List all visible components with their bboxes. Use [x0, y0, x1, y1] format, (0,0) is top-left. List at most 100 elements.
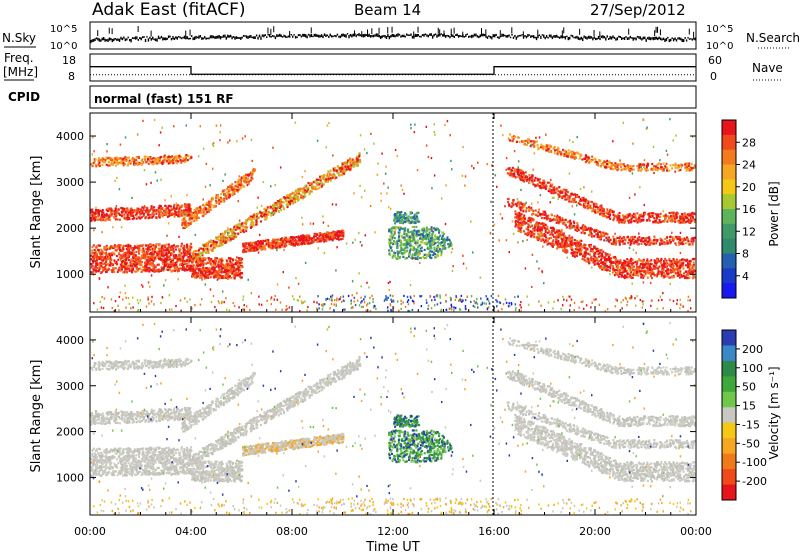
power-cell: [268, 211, 270, 213]
power-cell: [528, 141, 530, 143]
nsky-point: [631, 37, 632, 38]
power-cell: [272, 239, 274, 241]
power-cell: [128, 259, 130, 261]
nsky-point: [368, 34, 369, 37]
power-cell: [291, 202, 293, 204]
nsky-point: [272, 35, 273, 37]
power-cell: [394, 237, 396, 239]
nsky-point: [403, 35, 404, 38]
power-cell: [239, 275, 241, 277]
power-cell: [600, 165, 602, 167]
frequency-line: [90, 67, 696, 75]
power-cell: [435, 250, 437, 252]
power-cell: [143, 213, 145, 215]
power-cell: [400, 214, 402, 216]
power-cell: [400, 227, 402, 229]
power-cell: [604, 161, 606, 163]
power-cell: [519, 141, 521, 143]
power-cell: [391, 229, 393, 231]
nsky-point: [130, 39, 131, 42]
power-cell: [161, 254, 163, 256]
nsky-point: [508, 35, 509, 37]
nsky-point: [304, 34, 305, 37]
power-cell: [167, 259, 169, 261]
power-cell: [390, 235, 392, 237]
power-cell: [122, 208, 124, 210]
power-cell: [424, 254, 426, 256]
power-cell: [155, 216, 157, 218]
power-cell: [298, 188, 300, 190]
nsky-point: [337, 34, 338, 36]
nsky-point: [315, 34, 316, 37]
power-cell: [148, 270, 150, 272]
power-cell: [131, 252, 133, 254]
power-cell: [233, 193, 235, 195]
power-cell: [409, 238, 411, 240]
power-cell: [403, 243, 405, 245]
nsky-point: [579, 38, 580, 40]
power-cell: [404, 221, 406, 223]
power-cell: [436, 248, 438, 250]
power-cell: [176, 158, 178, 160]
power-cell: [348, 161, 350, 163]
power-cell: [90, 255, 92, 257]
nsky-point: [464, 36, 465, 38]
power-cell: [166, 259, 168, 261]
power-cell: [319, 232, 321, 234]
nsky-point: [671, 37, 672, 39]
nsky-point: [107, 39, 108, 42]
nsky-point: [545, 37, 546, 39]
power-cell: [267, 206, 269, 208]
nsky-point: [519, 35, 520, 37]
power-cell: [170, 270, 172, 272]
power-cell: [350, 164, 352, 166]
power-cell: [150, 157, 152, 159]
nsky-point: [674, 37, 675, 40]
nsky-point: [689, 38, 690, 40]
power-cell: [203, 208, 205, 210]
power-cell: [277, 200, 279, 202]
power-cell: [203, 244, 205, 246]
power-cell: [293, 199, 295, 201]
nsky-point: [331, 35, 332, 37]
power-cell: [183, 266, 185, 268]
power-cell: [585, 154, 587, 156]
power-cell: [115, 267, 117, 269]
nsky-point: [539, 34, 540, 36]
nsky-point: [393, 34, 394, 37]
power-cell: [438, 246, 440, 248]
nsky-point: [280, 35, 281, 38]
power-cell: [119, 219, 121, 221]
power-cell: [419, 237, 421, 239]
power-cell: [403, 214, 405, 216]
power-cell: [192, 261, 194, 263]
power-cell: [404, 239, 406, 241]
power-cell: [144, 262, 146, 264]
power-cell: [257, 244, 259, 246]
power-cell: [117, 218, 119, 220]
power-cell: [107, 157, 109, 159]
power-cell: [351, 162, 353, 164]
power-cell: [653, 167, 655, 169]
power-cell: [333, 169, 335, 171]
nsky-point: [432, 35, 433, 38]
power-cell: [427, 248, 429, 250]
power-cell: [434, 253, 436, 255]
power-cell: [124, 156, 126, 158]
power-cell: [537, 148, 539, 150]
power-cell: [159, 210, 161, 212]
power-cell: [250, 242, 252, 244]
power-cell: [309, 192, 311, 194]
power-cell: [397, 212, 399, 214]
nsky-point: [340, 36, 341, 39]
power-cell: [522, 140, 524, 142]
power-cell: [125, 160, 127, 162]
power-cell: [175, 267, 177, 269]
nsky-point: [513, 37, 514, 39]
power-cell: [217, 195, 219, 197]
power-cell: [285, 200, 287, 202]
nsky-point: [438, 34, 439, 37]
power-cell: [267, 213, 269, 215]
power-cell: [127, 255, 129, 257]
power-cell: [446, 238, 448, 240]
